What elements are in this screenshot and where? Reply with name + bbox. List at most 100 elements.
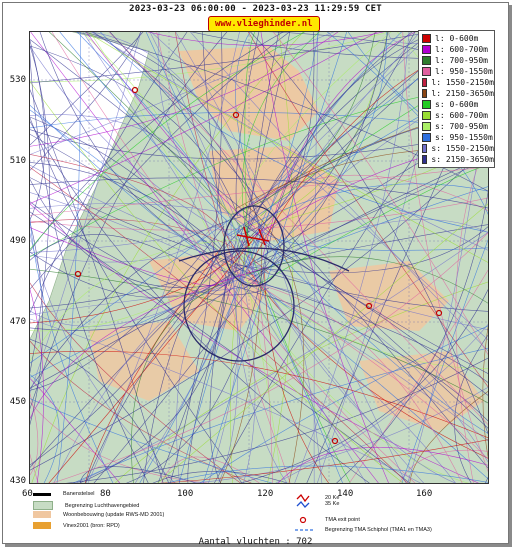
airport-boundary-key: Begrenzing Luchthavengebied: [33, 501, 139, 510]
flight-track: [229, 183, 489, 236]
legend-label: s: 1550-2150m: [431, 144, 494, 153]
flight-track: [29, 239, 252, 363]
flight-track: [51, 31, 417, 484]
legend-label: l: 1550-2150m: [431, 78, 494, 87]
flight-track: [99, 31, 489, 233]
y-tick-label: 510: [9, 156, 26, 166]
flight-track: [244, 174, 489, 212]
housing-key: Woonbebouwing (update RWS-MD 2001): [33, 511, 164, 518]
runway-key-label: Banenstelsel: [63, 491, 95, 497]
flight-track: [230, 31, 376, 215]
flight-track: [241, 31, 321, 237]
flight-track: [245, 279, 489, 369]
flight-track: [242, 288, 457, 484]
flight-track: [29, 116, 231, 285]
flight-track: [402, 31, 489, 475]
flight-track: [29, 249, 254, 332]
legend-label: l: 950-1550m: [435, 67, 493, 76]
runway-swatch: [33, 492, 51, 496]
flight-track: [87, 31, 240, 484]
flight-track: [29, 31, 145, 147]
flight-track: [29, 36, 46, 223]
flight-track: [84, 243, 225, 484]
flight-track: [47, 228, 263, 484]
flight-track: [228, 31, 414, 287]
flight-track: [220, 269, 489, 384]
legend-label: l: 2150-3650m: [431, 89, 494, 98]
flight-track: [29, 281, 243, 484]
flight-track: [143, 216, 256, 484]
flight-track: [81, 31, 489, 192]
x-tick-label: 160: [416, 489, 433, 499]
flight-tracks: [29, 31, 489, 484]
flight-track: [29, 216, 241, 391]
legend-item: s: 0-600m: [422, 99, 494, 110]
flight-track: [29, 31, 340, 147]
flight-track: [29, 87, 164, 484]
flight-track: [131, 281, 224, 484]
flight-track: [149, 31, 253, 260]
legend-item: s: 950-1550m: [422, 132, 494, 143]
legend-swatch: [422, 78, 428, 87]
flight-track: [29, 31, 307, 251]
flight-track: [157, 31, 254, 231]
site-url-badge[interactable]: www.vlieghinder.nl: [208, 16, 320, 32]
flight-track: [49, 231, 489, 484]
flight-track: [234, 31, 434, 263]
flight-track: [144, 31, 388, 46]
flight-track: [335, 186, 489, 484]
flight-track: [29, 109, 489, 480]
legend-item: l: 700-950m: [422, 55, 494, 66]
flight-track: [145, 31, 344, 484]
flight-track: [29, 38, 489, 430]
flight-track: [29, 223, 225, 253]
flight-track: [228, 208, 283, 484]
flight-track: [29, 166, 409, 484]
legend-label: l: 600-700m: [435, 45, 488, 54]
flight-track: [29, 166, 489, 216]
flight-track: [244, 31, 256, 254]
flight-track: [401, 237, 489, 484]
legend-swatch: [422, 133, 431, 142]
x-tick-label: 80: [100, 489, 111, 499]
flight-track: [267, 31, 294, 484]
flight-track: [234, 31, 421, 288]
flight-track: [313, 31, 319, 484]
flight-track: [29, 264, 256, 327]
legend-item: l: 1550-2150m: [422, 77, 494, 88]
x-tick-label: 100: [177, 489, 194, 499]
flight-track: [29, 287, 234, 331]
flight-track: [198, 325, 489, 484]
flight-track: [29, 318, 423, 484]
legend-label: l: 700-950m: [435, 56, 488, 65]
noise-20-label: 20 Ke: [325, 495, 340, 501]
legend-item: s: 2150-3650m: [422, 154, 494, 165]
legend-item: s: 1550-2150m: [422, 143, 494, 154]
runway-marks: [236, 226, 270, 247]
legend-swatch: [422, 34, 431, 43]
flight-track: [187, 254, 241, 484]
flight-track: [255, 239, 489, 397]
flight-track: [240, 239, 273, 484]
flight-track-map: [29, 31, 489, 484]
flight-track: [29, 38, 149, 484]
flight-track: [29, 31, 286, 253]
flight-track: [244, 224, 489, 375]
flight-track: [29, 226, 227, 286]
legend-item: l: 2150-3650m: [422, 88, 494, 99]
flight-track: [163, 465, 489, 484]
flight-track: [29, 115, 243, 484]
flight-track: [250, 282, 463, 484]
flight-track: [150, 471, 291, 484]
flight-track: [29, 162, 222, 250]
flight-track: [29, 226, 225, 391]
legend-label: s: 2150-3650m: [431, 155, 494, 164]
flight-track: [29, 119, 489, 390]
flight-track: [29, 144, 489, 471]
tma-boundary-icon: [295, 529, 313, 531]
flight-track: [261, 31, 438, 291]
flight-track: [29, 251, 241, 298]
flight-track: [59, 357, 489, 484]
legend-item: l: 0-600m: [422, 33, 494, 44]
y-tick-label: 430: [9, 476, 26, 486]
